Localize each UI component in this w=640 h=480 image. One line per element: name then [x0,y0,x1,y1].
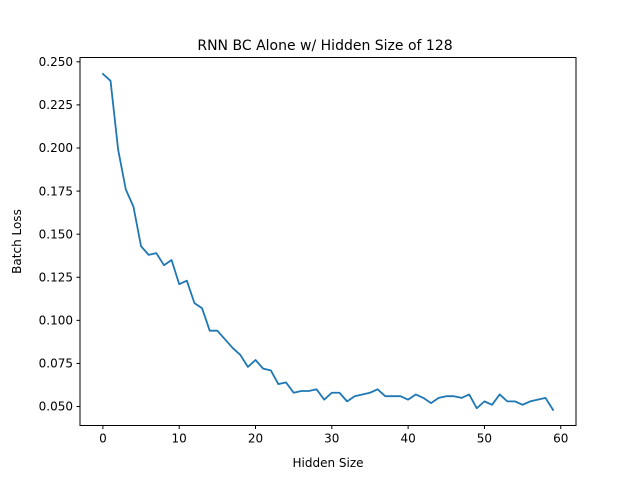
chart-title: RNN BC Alone w/ Hidden Size of 128 [197,38,452,54]
x-tick-label: 60 [553,432,568,446]
x-tick-label: 50 [477,432,492,446]
y-tick-label: 0.225 [39,98,73,112]
y-tick-label: 0.175 [39,184,73,198]
x-tick-label: 20 [248,432,263,446]
x-tick-label: 30 [324,432,339,446]
y-tick-label: 0.075 [39,357,73,371]
x-tick-label: 40 [400,432,415,446]
x-tick-label: 10 [172,432,187,446]
y-axis-label: Batch Loss [10,209,24,274]
y-tick-label: 0.125 [39,270,73,284]
y-tick-label: 0.200 [39,141,73,155]
plot-area [101,72,555,411]
y-tick-label: 0.100 [39,314,73,328]
y-tick-label: 0.050 [39,400,73,414]
y-tick-label: 0.250 [39,55,73,69]
x-axis-label: Hidden Size [292,456,363,470]
axes-frame [79,57,577,426]
series-line [101,72,555,411]
y-tick-label: 0.150 [39,227,73,241]
x-tick-label: 0 [99,432,107,446]
